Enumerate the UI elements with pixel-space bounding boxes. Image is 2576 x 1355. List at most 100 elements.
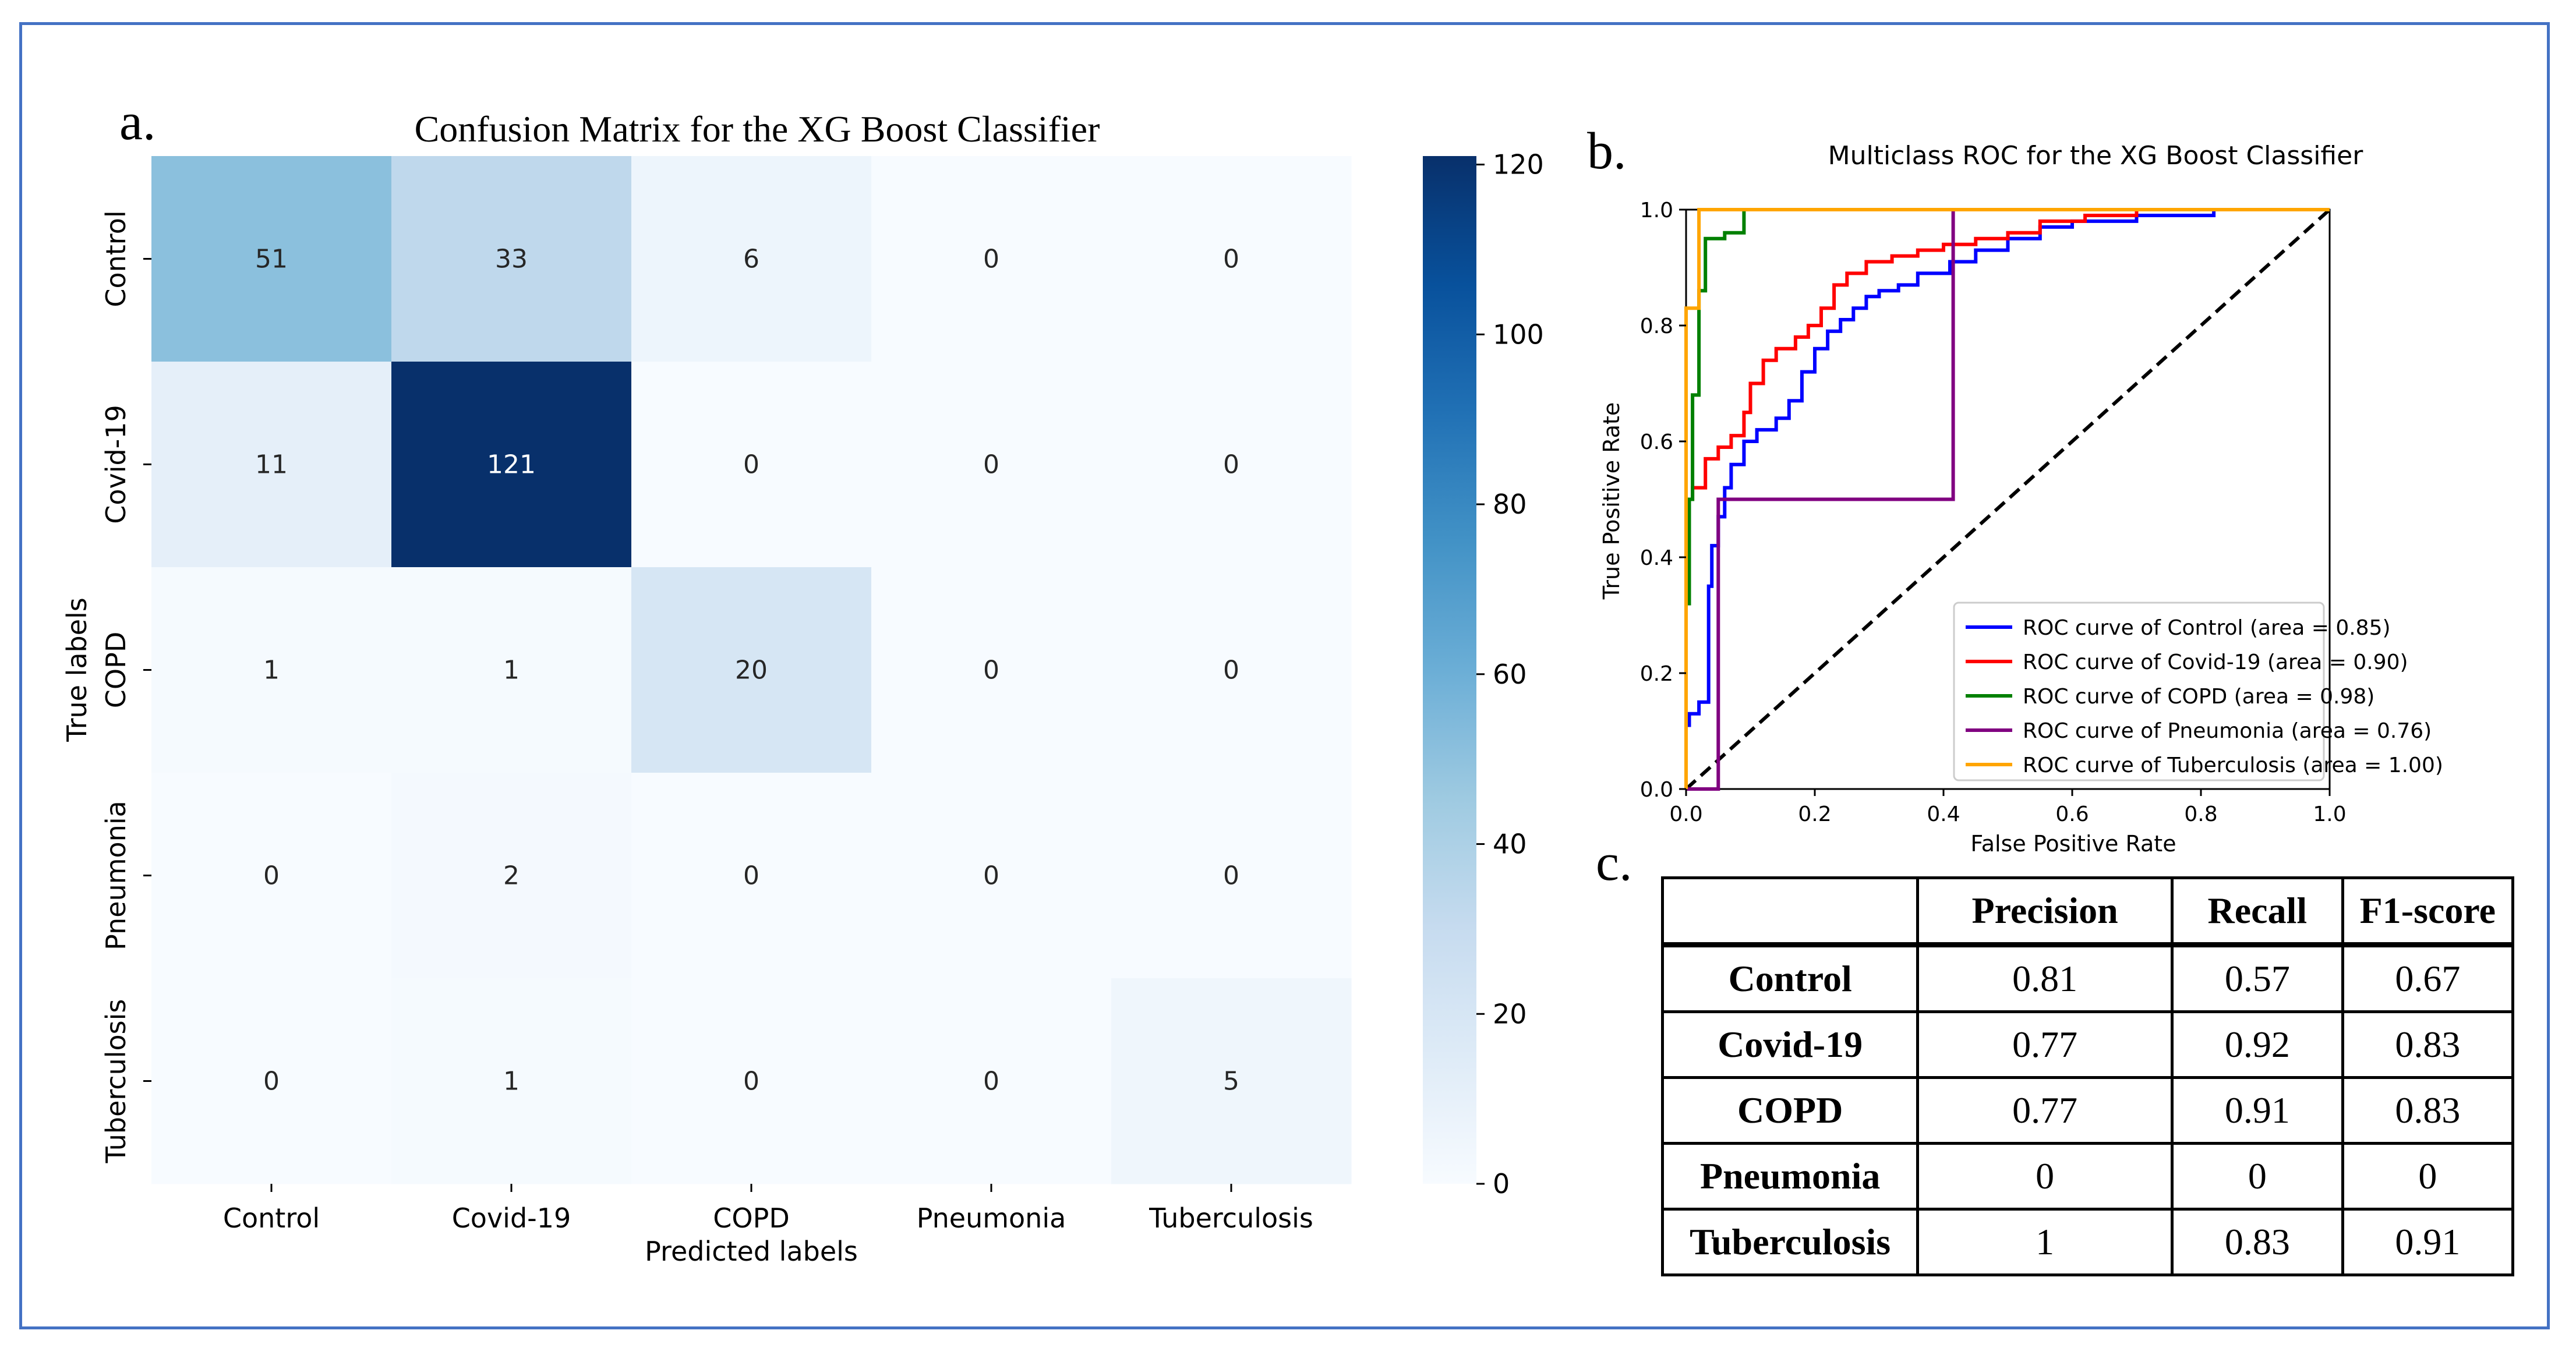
table-row: COPD 0.77 0.91 0.83 [1660, 1076, 2515, 1145]
roc-x-tick-label: 0.0 [1669, 802, 1702, 826]
table-cell-precision: 0.77 [1916, 1010, 2174, 1079]
heatmap-cell [151, 567, 392, 773]
heatmap-cell [1111, 362, 1352, 568]
heatmap-cell-value: 6 [743, 245, 759, 274]
heatmap-y-tick-label: Pneumonia [100, 801, 132, 950]
heatmap-cell-value: 1 [503, 656, 520, 685]
heatmap-cell [1111, 978, 1352, 1184]
heatmap-cell [1111, 567, 1352, 773]
table-row: Covid-19 0.77 0.92 0.83 [1660, 1010, 2515, 1079]
roc-chart: Multiclass ROC for the XG Boost Classifi… [1599, 141, 2443, 857]
heatmap-cell-value: 51 [255, 245, 288, 274]
table-row-label: Covid-19 [1660, 1010, 1920, 1079]
colorbar-tick-label: 0 [1493, 1168, 1510, 1200]
heatmap-y-tick-label: Control [100, 210, 132, 307]
roc-y-tick-label: 0.4 [1640, 546, 1673, 570]
table-cell-recall: 0.83 [2170, 1208, 2344, 1276]
table-cell-recall: 0.57 [2170, 943, 2344, 1013]
heatmap-cell-value: 33 [495, 245, 528, 274]
heatmap-cell-value: 0 [743, 450, 759, 480]
roc-x-tick-label: 0.4 [1927, 802, 1960, 826]
heatmap-cell [871, 362, 1112, 568]
roc-legend-label: ROC curve of Control (area = 0.85) [2023, 616, 2391, 640]
roc-xlabel: False Positive Rate [1970, 831, 2176, 857]
heatmap-cell [631, 362, 872, 568]
roc-legend-box [1953, 602, 2325, 781]
roc-x-tick-label: 0.8 [2184, 802, 2217, 826]
heatmap-cell-value: 0 [983, 245, 999, 274]
heatmap-cell [151, 362, 392, 568]
heatmap-cell [631, 567, 872, 773]
heatmap-cell-value: 0 [1223, 245, 1239, 274]
heatmap-cell [1111, 156, 1352, 362]
table-row-label: Control [1660, 943, 1920, 1013]
heatmap-cell-value: 0 [1223, 861, 1239, 891]
heatmap-cell [391, 773, 632, 979]
heatmap-cell [631, 156, 872, 362]
table-cell-precision: 1 [1916, 1208, 2174, 1276]
figure-frame [19, 22, 2550, 1329]
roc-y-tick-label: 0.8 [1640, 314, 1673, 338]
table-row: Pneumonia 0 0 0 [1660, 1142, 2515, 1211]
panel-label-a: a. [119, 93, 156, 151]
heatmap-x-tick-label: Tuberculosis [1149, 1202, 1313, 1234]
colorbar-tick-label: 80 [1493, 489, 1527, 520]
heatmap-cell-value: 2 [503, 861, 520, 891]
heatmap-cell [391, 156, 632, 362]
heatmap-cell-value: 0 [743, 1067, 759, 1096]
heatmap-ylabel: True labels [61, 597, 93, 742]
heatmap-cell [1111, 773, 1352, 979]
heatmap-cell [151, 156, 392, 362]
heatmap-cell [631, 978, 872, 1184]
colorbar-tick-label: 60 [1493, 659, 1527, 690]
heatmap-cell [391, 978, 632, 1184]
roc-legend-label: ROC curve of Tuberculosis (area = 1.00) [2023, 753, 2443, 777]
roc-title: Multiclass ROC for the XG Boost Classifi… [1828, 141, 2364, 171]
heatmap-cell-value: 0 [983, 1067, 999, 1096]
heatmap-x-tick-label: Pneumonia [917, 1202, 1066, 1234]
heatmap-cell-value: 0 [263, 861, 280, 891]
heatmap-title: Confusion Matrix for the XG Boost Classi… [415, 108, 1100, 150]
heatmap-cell-value: 5 [1223, 1067, 1239, 1096]
heatmap-cell-value: 20 [735, 656, 768, 685]
heatmap-cell-value: 0 [263, 1067, 280, 1096]
table-cell-recall: 0.91 [2170, 1076, 2344, 1145]
roc-series-line [1684, 208, 2330, 789]
heatmap-cell [631, 773, 872, 979]
heatmap-cell-value: 11 [255, 450, 288, 480]
table-cell-precision: 0 [1916, 1142, 2174, 1211]
table-cell-recall: 0.92 [2170, 1010, 2344, 1079]
colorbar [1423, 156, 1476, 1184]
heatmap-cell [871, 978, 1112, 1184]
roc-y-tick-label: 1.0 [1640, 199, 1673, 222]
table-row-label: Tuberculosis [1660, 1208, 1920, 1276]
table-header-row: Precision Recall F1-score [1660, 876, 2515, 947]
table-cell-f1: 0.67 [2341, 943, 2515, 1013]
colorbar-tick-label: 20 [1493, 998, 1527, 1029]
heatmap-x-tick-label: Control [223, 1202, 320, 1234]
table-cell-f1: 0 [2341, 1142, 2515, 1211]
heatmap-cell-value: 0 [983, 861, 999, 891]
table-cell-precision: 0.77 [1916, 1076, 2174, 1145]
heatmap-cell [871, 773, 1112, 979]
table-cell-recall: 0 [2170, 1142, 2344, 1211]
heatmap-cell-value: 0 [1223, 656, 1239, 685]
table-row: Control 0.81 0.57 0.67 [1660, 943, 2515, 1013]
heatmap-cell-value: 1 [263, 656, 280, 685]
colorbar-tick-label: 120 [1493, 149, 1544, 181]
heatmap-x-tick-label: Covid-19 [452, 1202, 571, 1234]
panel-label-b: b. [1587, 122, 1627, 180]
roc-legend-label: ROC curve of Pneumonia (area = 0.76) [2023, 719, 2432, 743]
roc-legend-label: ROC curve of COPD (area = 0.98) [2023, 685, 2374, 709]
heatmap-cell-value: 121 [487, 450, 536, 480]
heatmap-cell-value: 0 [983, 656, 999, 685]
heatmap-cell [871, 156, 1112, 362]
table-header-precision: Precision [1916, 876, 2174, 947]
heatmap-cell [151, 978, 392, 1184]
colorbar-tick-label: 100 [1493, 319, 1544, 350]
table-row-label: Pneumonia [1660, 1142, 1920, 1211]
heatmap-xlabel: Predicted labels [645, 1236, 858, 1267]
table-cell-f1: 0.83 [2341, 1076, 2515, 1145]
